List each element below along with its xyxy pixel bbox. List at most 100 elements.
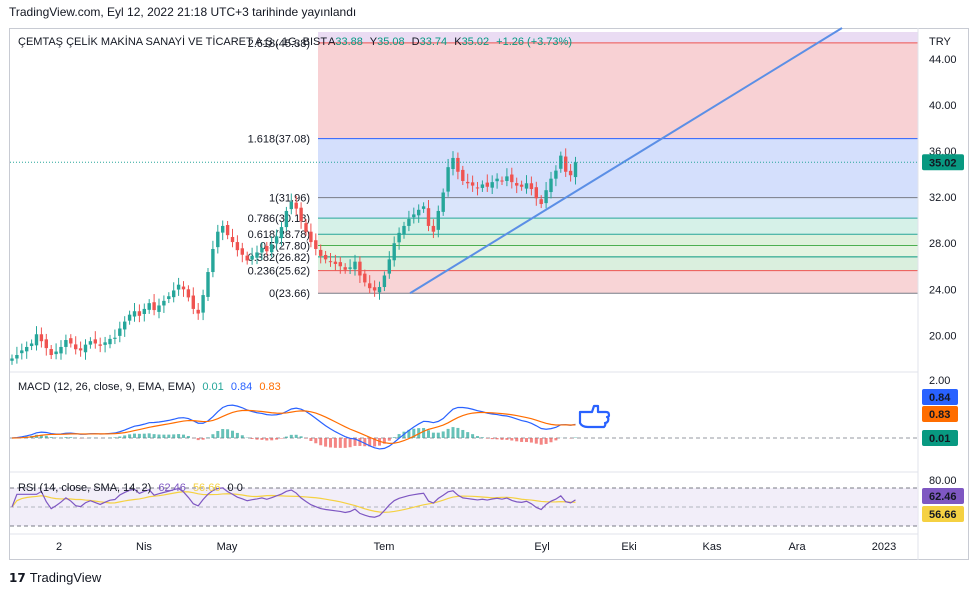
fib-level-label: 0.236(25.62) <box>248 266 310 278</box>
candle-body <box>314 240 318 249</box>
macd-histogram-bar <box>275 438 279 440</box>
candle-body <box>368 283 372 289</box>
symbol-legend[interactable]: ÇEMTAŞ ÇELİK MAKİNA SANAYİ VE TİCARET A.… <box>18 35 572 48</box>
candle-body <box>338 262 342 267</box>
macd-histogram-bar <box>510 438 514 441</box>
x-tick-label: 2023 <box>872 541 896 553</box>
symbol-title: ÇEMTAŞ ÇELİK MAKİNA SANAYİ VE TİCARET A.… <box>18 35 327 48</box>
candle-body <box>270 244 274 253</box>
fib-level-label: 0.786(30.18) <box>248 213 310 225</box>
candle-body <box>402 225 406 235</box>
macd-histogram-bar <box>392 437 396 438</box>
y-tick-label: 24.00 <box>929 284 957 296</box>
macd-histogram-bar <box>265 438 269 441</box>
candle-body <box>470 182 475 186</box>
candle-body <box>407 219 411 226</box>
macd-histogram-bar <box>412 428 416 438</box>
candle-body <box>529 183 534 190</box>
macd-histogram-bar <box>436 432 440 438</box>
candle-body <box>505 176 509 181</box>
macd-histogram-bar <box>544 438 548 444</box>
candle-body <box>123 321 127 330</box>
macd-histogram-bar <box>270 438 274 441</box>
macd-histogram-bar <box>422 428 426 438</box>
macd-histogram-bar <box>196 438 200 441</box>
x-tick-label: Tem <box>374 541 395 553</box>
x-tick-label: Kas <box>703 541 722 553</box>
macd-histogram-bar <box>172 434 176 438</box>
macd-histogram-bar <box>446 428 450 438</box>
macd-histogram-bar <box>167 434 171 438</box>
candle-body <box>456 157 460 172</box>
x-tick-label: Eyl <box>534 541 549 553</box>
macd-histogram-bar <box>358 438 362 446</box>
candle-body <box>480 184 485 188</box>
candle-body <box>25 346 29 352</box>
candle-body <box>333 261 338 264</box>
macd-value-badge <box>922 406 958 422</box>
x-tick-label: Ara <box>788 541 806 553</box>
macd-histogram-bar <box>397 434 401 438</box>
macd-histogram-bar <box>539 438 543 445</box>
fib-band <box>318 256 918 271</box>
candle-body <box>475 187 480 189</box>
rsi-line <box>11 487 576 518</box>
macd-histogram-bar <box>49 437 53 438</box>
chart-frame <box>9 28 969 560</box>
candle-body <box>323 254 328 260</box>
fib-level-label: 1.618(37.08) <box>248 134 310 146</box>
rsi-pane[interactable] <box>10 487 918 527</box>
macd-histogram-bar <box>373 438 377 447</box>
macd-histogram-bar <box>387 438 391 441</box>
fib-band <box>318 42 918 139</box>
y-tick-label: 32.00 <box>929 192 957 204</box>
candle-body <box>64 340 68 347</box>
macd-histogram-bar <box>39 434 43 438</box>
macd-pane[interactable] <box>10 404 918 450</box>
macd-histogram-bar <box>128 434 132 438</box>
macd-value-badge <box>922 430 958 446</box>
candle-body <box>255 252 259 258</box>
macd-histogram-bar <box>44 435 48 438</box>
candle-body <box>54 351 58 355</box>
tradingview-brand[interactable]: 17 TradingView <box>9 570 101 585</box>
macd-histogram-bar <box>235 432 239 438</box>
candle-body <box>436 210 440 230</box>
time-axis[interactable]: 2 Nis May Tem Eyl Eki Kas Ara 2023 <box>56 541 896 553</box>
macd-value-text: 0.83 <box>929 409 950 421</box>
candle-body <box>235 242 240 251</box>
fibonacci-retracement[interactable]: 2.618(45.38) 1.618(37.08) 1(31.96) 0.786(30… <box>248 32 918 300</box>
candle-body <box>495 178 499 182</box>
candle-body <box>137 311 142 316</box>
candle-body <box>221 225 225 233</box>
fib-band <box>318 138 918 198</box>
y-tick-label: 44.00 <box>929 54 957 66</box>
macd-value-text: 0.84 <box>929 392 951 404</box>
candle-body <box>157 305 161 312</box>
macd-histogram-bar <box>118 436 122 438</box>
candle-body <box>392 243 396 261</box>
macd-histogram-bar <box>490 438 494 440</box>
macd-histogram-bar <box>333 438 337 448</box>
macd-histogram-bar <box>500 438 504 440</box>
candlestick-series <box>10 148 578 365</box>
macd-signal-line <box>11 409 576 444</box>
candle-body <box>162 300 166 306</box>
trend-line[interactable] <box>409 27 843 295</box>
macd-histogram-bar <box>554 438 558 441</box>
candle-body <box>59 346 63 354</box>
candle-body <box>98 344 102 346</box>
candle-body <box>539 199 543 205</box>
fib-level-label: 0.618(28.78) <box>248 229 310 241</box>
candle-body <box>358 261 362 276</box>
candle-body <box>265 245 269 252</box>
macd-histogram-bar <box>231 430 234 438</box>
macd-histogram-bar <box>113 437 117 438</box>
candle-body <box>372 287 377 291</box>
macd-histogram-bar <box>480 437 484 438</box>
rsi-value-badge <box>922 488 964 504</box>
candle-body <box>201 295 205 313</box>
macd-histogram-bar <box>182 434 185 438</box>
